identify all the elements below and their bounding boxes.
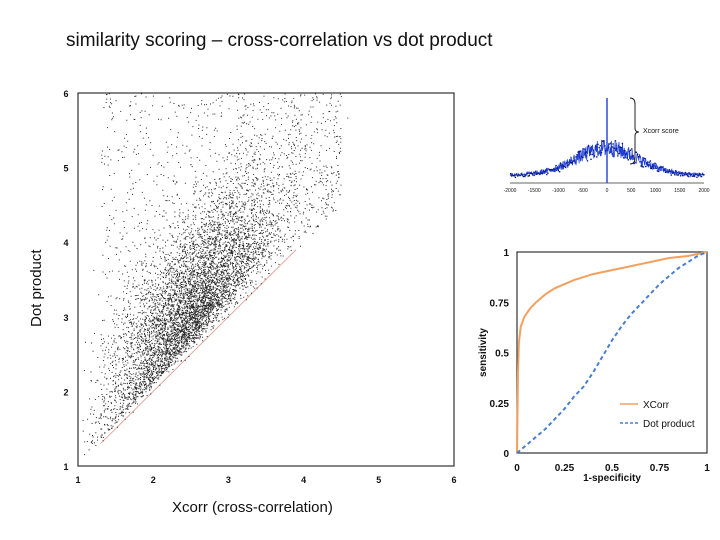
roc-series-line-dot-product <box>516 251 708 454</box>
scatter-ytick-label: 4 <box>63 238 68 248</box>
roc-series-line-xcorr <box>516 251 708 454</box>
roc-legend-label-xcorr: XCorr <box>643 400 670 411</box>
roc-plot-frame <box>516 251 708 454</box>
scatter-xtick-label: 5 <box>376 475 381 485</box>
roc-xtick-label: 0.75 <box>650 463 670 474</box>
scatter-xtick-label: 6 <box>451 475 456 485</box>
roc-xtick-label: 0 <box>514 463 520 474</box>
profile-series-markers <box>510 140 705 179</box>
profile-xtick-label: 2000 <box>698 188 709 194</box>
scatter-xtick-label: 4 <box>301 475 306 485</box>
slide-title: similarity scoring – cross-correlation v… <box>66 30 493 51</box>
scatter-ytick-label: 3 <box>63 313 68 323</box>
roc-ylabel: sensitivity <box>478 328 489 377</box>
roc-xtick-label: 0.25 <box>555 463 575 474</box>
roc-ytick-label: 0.75 <box>490 298 510 309</box>
roc-xlabel: 1-specificity <box>583 473 641 484</box>
scatter-xtick-label: 2 <box>151 475 156 485</box>
scatter-ytick-label: 5 <box>63 164 68 174</box>
profile-xtick-label: 0 <box>606 188 609 194</box>
scatter-lower-bound <box>100 249 297 444</box>
scatter-points <box>82 93 349 456</box>
profile-xtick-label: -2000 <box>504 188 517 194</box>
roc-legend-label-dot-product: Dot product <box>643 419 695 430</box>
profile-annotation: Xcorr score <box>643 128 679 135</box>
profile-xtick-label: 500 <box>627 188 636 194</box>
scatter-ytick-label: 6 <box>63 89 68 99</box>
roc-ytick-label: 1 <box>503 248 509 259</box>
scatter-ylabel: Dot product <box>28 249 45 327</box>
scatter-point <box>82 93 349 456</box>
profile-xtick-label: 1500 <box>674 188 685 194</box>
roc-xtick-label: 1 <box>704 463 710 474</box>
scatter-xtick-label: 1 <box>75 475 80 485</box>
scatter-xtick-label: 3 <box>226 475 231 485</box>
profile-bracket <box>629 97 640 165</box>
profile-xtick-label: -500 <box>578 188 588 194</box>
roc-xtick-label: 0.5 <box>605 463 619 474</box>
roc-ytick-label: 0.25 <box>490 399 510 410</box>
scatter-ytick-label: 2 <box>63 387 68 397</box>
profile-xtick-label: 1000 <box>650 188 661 194</box>
profile-xtick-label: -1500 <box>528 188 541 194</box>
roc-ytick-label: 0 <box>503 449 509 460</box>
profile-xtick-label: -1000 <box>552 188 565 194</box>
scatter-xlabel: Xcorr (cross-correlation) <box>172 499 333 516</box>
scatter-ytick-label: 1 <box>63 462 68 472</box>
scatter-plot-frame <box>77 92 455 467</box>
roc-ytick-label: 0.5 <box>495 349 509 360</box>
